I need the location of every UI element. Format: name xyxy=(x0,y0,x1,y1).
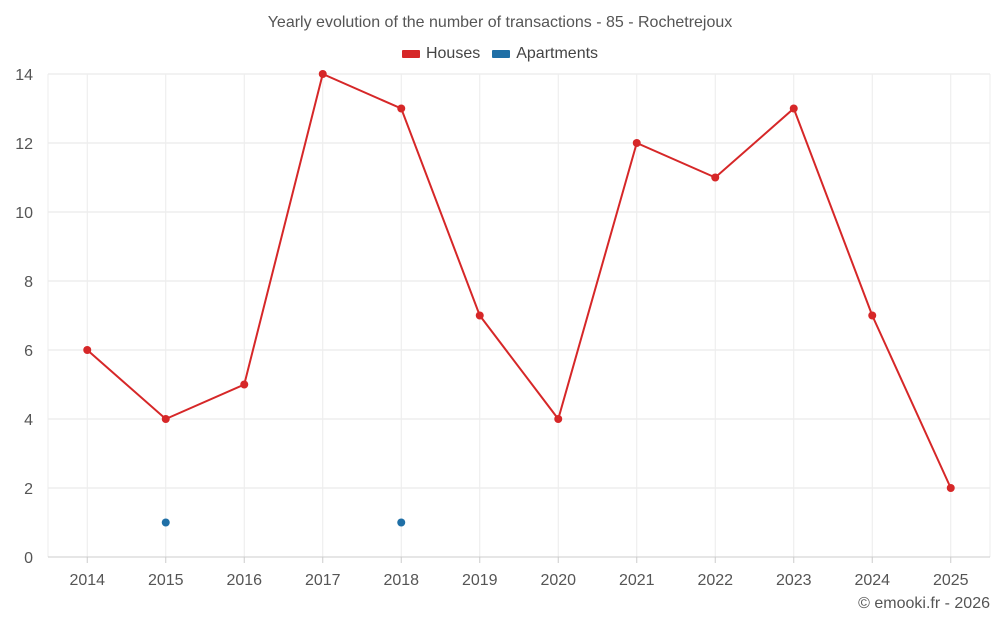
x-tick-label: 2023 xyxy=(776,572,812,589)
x-tick-label: 2022 xyxy=(697,572,733,589)
data-point-houses xyxy=(83,346,92,354)
legend-label-houses: Houses xyxy=(425,45,481,62)
series-line-houses xyxy=(86,72,952,489)
data-point-houses xyxy=(475,311,484,320)
y-tick-label: 2 xyxy=(24,481,33,498)
x-tick-label: 2024 xyxy=(854,572,890,589)
x-tick-label: 2016 xyxy=(226,572,262,589)
data-point-houses xyxy=(711,173,720,182)
x-tick-label: 2025 xyxy=(933,572,969,589)
data-point-houses xyxy=(554,415,563,423)
data-point-houses xyxy=(161,415,170,423)
chart-title: Yearly evolution of the number of transa… xyxy=(267,14,733,31)
data-point-houses xyxy=(632,139,641,147)
legend-swatch-apartments xyxy=(492,50,511,58)
x-tick-label: 2021 xyxy=(619,572,655,589)
data-point-houses xyxy=(946,484,955,492)
x-tick-label: 2019 xyxy=(462,572,498,589)
data-point-houses xyxy=(240,380,249,389)
data-point-houses xyxy=(868,311,877,320)
legend-label-apartments: Apartments xyxy=(516,45,599,62)
y-tick-label: 8 xyxy=(24,274,33,291)
y-tick-label: 12 xyxy=(15,136,33,153)
data-point-apartments xyxy=(397,518,406,527)
credit-text: © emooki.fr - 2026 xyxy=(858,595,990,612)
chart-legend: Houses Apartments xyxy=(0,45,1000,63)
y-tick-label: 0 xyxy=(24,550,33,567)
x-tick-label: 2017 xyxy=(305,572,341,589)
y-tick-label: 6 xyxy=(24,343,33,360)
legend-item-apartments[interactable]: Apartments xyxy=(492,45,598,63)
legend-item-houses[interactable]: Houses xyxy=(401,45,481,63)
x-tick-label: 2014 xyxy=(69,572,105,589)
data-point-houses xyxy=(789,104,798,113)
x-tick-label: 2018 xyxy=(383,572,419,589)
y-tick-label: 10 xyxy=(15,205,33,222)
data-point-houses xyxy=(397,104,406,113)
y-tick-label: 14 xyxy=(15,67,33,84)
data-point-houses xyxy=(318,70,327,78)
data-point-apartments xyxy=(161,518,170,527)
x-tick-label: 2015 xyxy=(148,572,184,589)
x-tick-label: 2020 xyxy=(540,572,576,589)
y-tick-label: 4 xyxy=(24,412,33,429)
legend-swatch-houses xyxy=(401,50,420,58)
